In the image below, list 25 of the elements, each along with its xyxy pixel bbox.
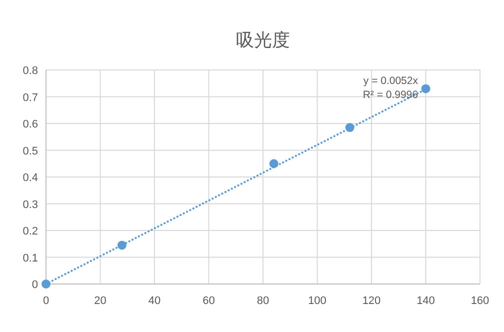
point bbox=[42, 280, 50, 288]
x-tick-label: 120 bbox=[362, 295, 381, 307]
annotation: y = 0.0052x bbox=[363, 75, 419, 87]
y-tick-label: 0.5 bbox=[22, 145, 38, 158]
x-tick-label: 160 bbox=[470, 295, 490, 307]
x-tick-label: 80 bbox=[256, 295, 270, 307]
y-tick-label: 0.1 bbox=[22, 252, 38, 264]
x-tick-label: 0 bbox=[42, 295, 50, 307]
x-tick-label: 100 bbox=[308, 295, 326, 307]
y-tick-label: 0.2 bbox=[22, 226, 38, 238]
chart-title: 吸光度 bbox=[236, 30, 290, 50]
y-tick-label: 0.4 bbox=[22, 172, 38, 184]
x-tick-label: 60 bbox=[202, 295, 215, 307]
y-tick-label: 0.7 bbox=[22, 92, 38, 104]
x-tick-label: 40 bbox=[148, 295, 161, 307]
x-tick-label: 140 bbox=[416, 295, 435, 307]
y-tick-label: 0.3 bbox=[22, 198, 38, 211]
y-tick-label: 0.6 bbox=[22, 118, 38, 130]
point bbox=[421, 84, 430, 94]
y-tick-label: 0 bbox=[32, 279, 38, 291]
y-tick-label: 0.8 bbox=[22, 65, 38, 77]
point bbox=[269, 159, 278, 168]
x-tick-label: 20 bbox=[94, 295, 106, 307]
point bbox=[345, 123, 354, 132]
point bbox=[117, 240, 126, 250]
